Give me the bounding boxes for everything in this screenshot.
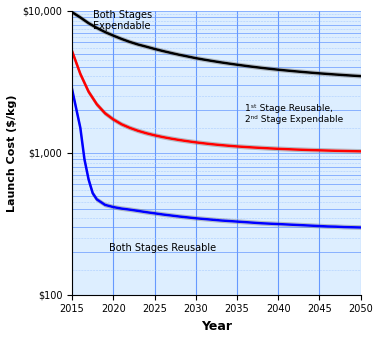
X-axis label: Year: Year — [201, 320, 232, 333]
Text: Both Stages
Expendable: Both Stages Expendable — [93, 10, 152, 31]
Text: Both Stages Reusable: Both Stages Reusable — [109, 243, 216, 253]
Text: 1ˢᵗ Stage Reusable,
2ⁿᵈ Stage Expendable: 1ˢᵗ Stage Reusable, 2ⁿᵈ Stage Expendable — [245, 104, 344, 124]
Y-axis label: Launch Cost ($/kg): Launch Cost ($/kg) — [7, 94, 17, 211]
